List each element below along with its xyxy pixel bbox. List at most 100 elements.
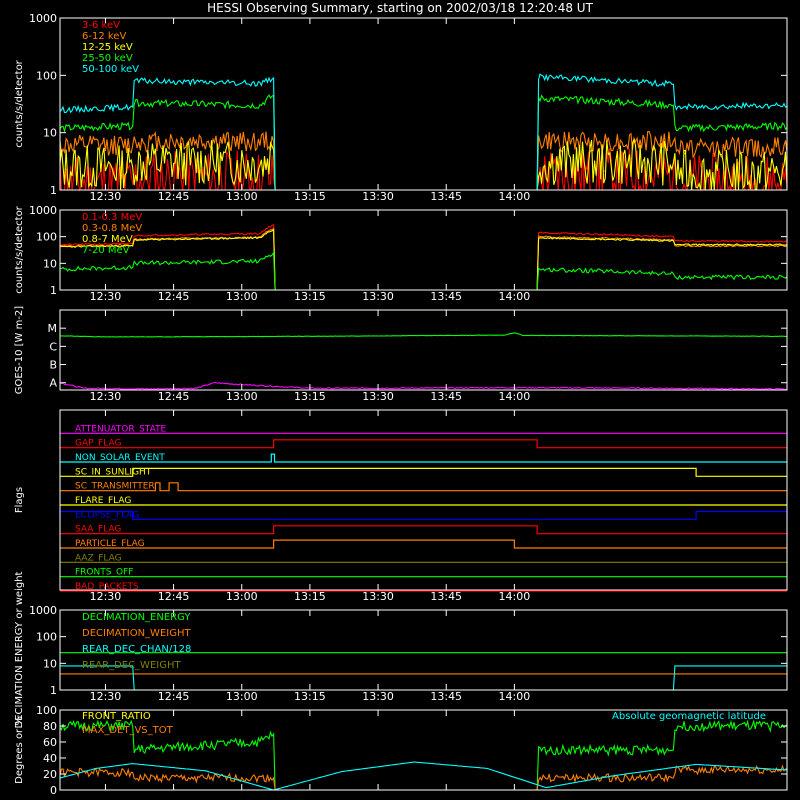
- legend-high-energy-rates-2: 0.8-7 MeV: [82, 234, 133, 245]
- series-line-high-energy-rates-0: [60, 223, 788, 291]
- flag-line-6: [59, 510, 788, 520]
- ytick-label-goes-0: A: [49, 377, 57, 390]
- ytick-label-decimation-0: 1: [50, 684, 57, 697]
- xtick-label-goes-4: 13:30: [362, 390, 394, 403]
- xtick-label-decimation-0: 12:30: [90, 690, 122, 703]
- xtick-label-low-energy-rates-0: 12:30: [90, 190, 122, 203]
- flag-label-7: SAA_FLAG: [75, 525, 121, 535]
- annotation-geomag-latitude: Absolute geomagnetic latitude: [612, 711, 766, 722]
- xtick-label-decimation-3: 13:15: [294, 690, 326, 703]
- flag-label-11: BAD_PACKETS: [75, 582, 139, 592]
- legend-decimation-1: DECIMATION_WEIGHT: [82, 628, 191, 639]
- legend-low-energy-rates-1: 6-12 keV: [82, 31, 126, 42]
- xtick-label-high-energy-rates-2: 13:00: [226, 290, 258, 303]
- panel-high-energy-rates: 1 10 100 1000 12:30 12:45 13:00 13:15 13:30 13:45…: [14, 204, 788, 303]
- flag-label-5: FLARE_FLAG: [75, 496, 131, 506]
- flag-line-8: [60, 539, 787, 549]
- xtick-label-high-energy-rates-5: 13:45: [430, 290, 462, 303]
- ytick-label-goes-3: M: [48, 322, 58, 335]
- legend-decimation-3: REAR_DEC_WEIGHT: [82, 660, 181, 671]
- ytick-label-low-energy-rates-2: 100: [36, 69, 57, 82]
- xtick-label-goes-3: 13:15: [294, 390, 326, 403]
- ytick-label-front-ratio-2: 40: [43, 752, 57, 765]
- flag-label-8: PARTICLE_FLAG: [75, 539, 145, 549]
- xtick-label-low-energy-rates-4: 13:30: [362, 190, 394, 203]
- xtick-label-low-energy-rates-5: 13:45: [430, 190, 462, 203]
- axis-box-front-ratio: [59, 709, 788, 791]
- flag-line-3: [60, 467, 787, 477]
- ytick-label-high-energy-rates-0: 1: [50, 284, 57, 297]
- xtick-label-high-energy-rates-6: 14:00: [499, 290, 531, 303]
- legend-front-ratio-0: FRONT_RATIO: [82, 711, 151, 722]
- series-line-goes-1: [59, 381, 787, 391]
- ytick-label-high-energy-rates-2: 100: [36, 231, 57, 244]
- flag-label-9: AAZ_FLAG: [75, 553, 122, 563]
- xtick-label-goes-1: 12:45: [158, 390, 190, 403]
- xtick-label-goes-0: 12:30: [90, 390, 122, 403]
- xtick-label-goes-5: 13:45: [430, 390, 462, 403]
- legend-high-energy-rates-1: 0.3-0.8 MeV: [82, 223, 142, 234]
- flag-label-3: SC_IN_SUNLIGHT: [75, 467, 152, 477]
- flag-label-4: SC_TRANSMITTER: [75, 482, 155, 492]
- ytick-label-front-ratio-5: 100: [36, 704, 57, 717]
- flag-line-1: [60, 439, 787, 449]
- panel-decimation: 1 10 100 1000 12:30 12:45 13:00 13:15 13:30 13:45…: [14, 571, 788, 728]
- xtick-label-low-energy-rates-1: 12:45: [158, 190, 190, 203]
- ytick-label-front-ratio-0: 0: [50, 784, 57, 797]
- xtick-label-decimation-5: 13:45: [430, 690, 462, 703]
- ylabel-goes: GOES-10 [W m-2]: [14, 306, 25, 394]
- flag-label-0: ATTENUATOR_STATE: [75, 424, 167, 434]
- xtick-label-high-energy-rates-1: 12:45: [158, 290, 190, 303]
- series-line-front-ratio-2: [59, 761, 788, 791]
- ytick-label-low-energy-rates-1: 10: [43, 127, 57, 140]
- legend-front-ratio-1: MAX_DET_VS_TOT: [82, 725, 174, 736]
- legend-high-energy-rates-3: 7-20 MeV: [82, 245, 130, 256]
- flag-line-7: [60, 525, 787, 535]
- ylabel-low-energy-rates: counts/s/detector: [14, 59, 25, 147]
- ytick-label-high-energy-rates-3: 1000: [29, 204, 57, 217]
- xtick-label-low-energy-rates-6: 14:00: [499, 190, 531, 203]
- xtick-label-high-energy-rates-0: 12:30: [90, 290, 122, 303]
- ytick-label-low-energy-rates-3: 1000: [29, 12, 57, 25]
- xtick-label-decimation-1: 12:45: [158, 690, 190, 703]
- plot-title: HESSI Observing Summary, starting on 200…: [207, 1, 593, 15]
- xtick-label-goes-6: 14:00: [499, 390, 531, 403]
- series-line-high-energy-rates-2: [59, 228, 788, 291]
- xtick-label-goes-2: 13:00: [226, 390, 258, 403]
- xtick-label-flags-4: 13:30: [362, 590, 394, 603]
- xtick-label-flags-5: 13:45: [430, 590, 462, 603]
- xtick-label-low-energy-rates-3: 13:15: [294, 190, 326, 203]
- panel-front-ratio: 0 20 40 60 80 100 Degrees or % FRONT_RATIO MAX_D…: [14, 704, 788, 797]
- xtick-label-high-energy-rates-3: 13:15: [294, 290, 326, 303]
- flag-line-4: [60, 482, 787, 492]
- flag-line-2: [60, 453, 787, 463]
- series-line-high-energy-rates-3: [59, 250, 788, 291]
- series-line-front-ratio-1: [59, 764, 788, 791]
- legend-low-energy-rates-0: 3-6 keV: [82, 20, 120, 31]
- xtick-label-flags-6: 14:00: [499, 590, 531, 603]
- ytick-label-front-ratio-4: 80: [43, 720, 57, 733]
- legend-low-energy-rates-3: 25-50 keV: [82, 53, 133, 64]
- ytick-label-decimation-2: 100: [36, 631, 57, 644]
- xtick-label-flags-1: 12:45: [158, 590, 190, 603]
- flag-label-2: NON_SOLAR_EVENT: [75, 453, 165, 463]
- xtick-label-flags-3: 13:15: [294, 590, 326, 603]
- axis-box-decimation: [59, 609, 788, 691]
- axis-box-goes: [59, 309, 788, 391]
- flag-label-1: GAP_FLAG: [75, 439, 121, 449]
- panel-low-energy-rates: 1 10 100 1000 12:30 12:45 13:00 13:15 13:30 13:45…: [14, 12, 788, 203]
- legend-decimation-2: REAR_DEC_CHAN/128: [82, 644, 191, 655]
- ytick-label-decimation-3: 1000: [29, 604, 57, 617]
- xtick-label-decimation-6: 14:00: [499, 690, 531, 703]
- ytick-label-low-energy-rates-0: 1: [50, 184, 57, 197]
- series-line-low-energy-rates-0: [59, 148, 788, 192]
- ytick-label-front-ratio-3: 60: [43, 736, 57, 749]
- legend-decimation-0: DECIMATION_ENERGY: [82, 612, 191, 623]
- xtick-label-high-energy-rates-4: 13:30: [362, 290, 394, 303]
- ytick-label-high-energy-rates-1: 10: [43, 257, 57, 270]
- xtick-label-flags-0: 12:30: [90, 590, 122, 603]
- series-line-high-energy-rates-1: [60, 227, 788, 291]
- flag-label-6: ECLIPSE_FLAG: [75, 510, 139, 520]
